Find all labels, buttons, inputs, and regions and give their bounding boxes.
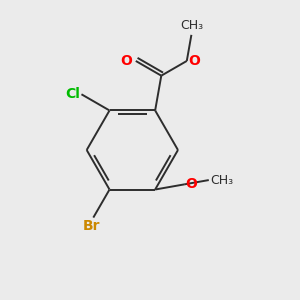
Text: O: O [188,54,200,68]
Text: CH₃: CH₃ [210,174,233,187]
Text: CH₃: CH₃ [180,19,203,32]
Text: O: O [186,177,197,191]
Text: O: O [120,54,132,68]
Text: Br: Br [83,219,100,233]
Text: Cl: Cl [65,87,80,101]
